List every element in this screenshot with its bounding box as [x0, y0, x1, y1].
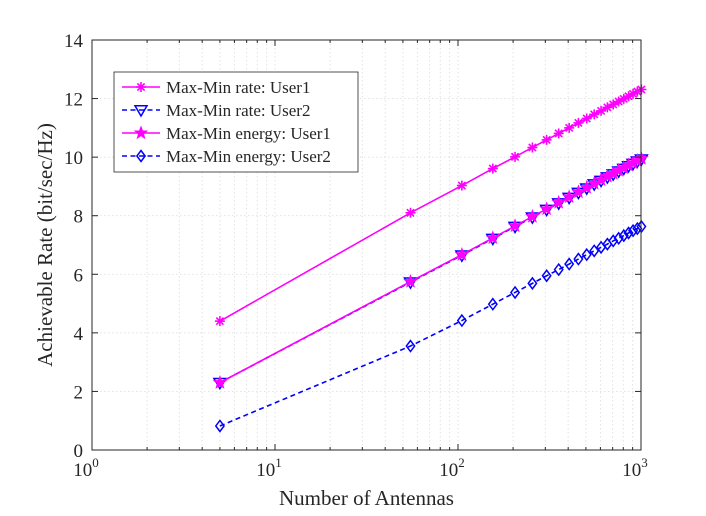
- legend-marker: [135, 149, 147, 163]
- plot-frame: [91, 39, 642, 451]
- x-tick-label: 103: [622, 455, 648, 481]
- legend-marker: [133, 105, 149, 118]
- data-point: [581, 247, 592, 262]
- data-point: [541, 269, 552, 283]
- data-point: [564, 122, 575, 133]
- data-point: [487, 163, 498, 174]
- data-point: [541, 134, 552, 145]
- legend-item: Max-Min energy: User1: [122, 124, 331, 143]
- data-point: [527, 142, 538, 153]
- data-point: [539, 201, 554, 216]
- y-tick-label: 4: [74, 324, 84, 345]
- data-point: [509, 285, 521, 300]
- legend-marker: [133, 125, 149, 140]
- y-tick-label: 12: [64, 90, 83, 111]
- data-point: [571, 184, 586, 199]
- data-point: [214, 419, 225, 433]
- data-point: [573, 252, 584, 266]
- legend-item: Max-Min rate: User2: [122, 101, 310, 120]
- data-point: [618, 228, 629, 243]
- data-point: [589, 244, 600, 258]
- data-point: [405, 207, 416, 218]
- x-tick-label: 100: [73, 455, 99, 481]
- data-point: [456, 180, 467, 191]
- legend-marker: [136, 82, 146, 92]
- data-point: [564, 257, 575, 271]
- data-point: [581, 113, 592, 124]
- legend-label: Max-Min energy: User1: [166, 124, 331, 143]
- data-point: [623, 226, 634, 240]
- series-line: [219, 225, 642, 427]
- series-2: [212, 150, 649, 389]
- data-point: [507, 218, 523, 233]
- data-point: [525, 208, 540, 223]
- data-point: [454, 246, 470, 261]
- data-point: [628, 223, 639, 238]
- data-point: [456, 313, 467, 328]
- series-0: [214, 84, 647, 327]
- data-point: [613, 231, 624, 246]
- ticks: 100 101 102 103 0 2 4 6 8 10 12 14: [64, 31, 648, 481]
- data-point: [214, 316, 225, 327]
- x-axis-label: Number of Antennas: [279, 486, 454, 510]
- y-tick-label: 6: [74, 265, 84, 286]
- data-point: [212, 374, 228, 389]
- legend-label: Max-Min energy: User2: [166, 147, 331, 166]
- data-point: [553, 128, 564, 139]
- data-point: [632, 221, 643, 236]
- legend-label: Max-Min rate: User1: [166, 78, 310, 97]
- data-point: [527, 276, 538, 291]
- legend-label: Max-Min rate: User2: [166, 101, 310, 120]
- legend-item: Max-Min energy: User2: [122, 147, 331, 166]
- series-layer: [212, 84, 649, 433]
- data-point: [485, 230, 501, 245]
- x-tick-label: 101: [256, 455, 282, 481]
- legend: Max-Min rate: User1 Max-Min rate: User2 Ma…: [113, 71, 359, 173]
- data-point: [561, 189, 577, 204]
- data-point: [551, 194, 566, 209]
- y-tick-label: 14: [64, 31, 84, 52]
- data-point: [487, 297, 498, 311]
- y-tick-label: 8: [74, 207, 84, 228]
- legend-box: [113, 71, 359, 173]
- y-tick-label: 10: [64, 148, 83, 169]
- y-axis-label: Achievable Rate (bit/sec/Hz): [33, 123, 57, 367]
- x-tick-label: 102: [439, 455, 465, 481]
- data-point: [405, 339, 416, 353]
- data-point: [553, 262, 564, 277]
- data-point: [403, 273, 418, 288]
- data-point: [510, 151, 521, 162]
- series-3: [214, 219, 647, 433]
- data-point: [573, 117, 584, 128]
- legend-item: Max-Min rate: User1: [122, 78, 310, 97]
- y-tick-label: 0: [74, 441, 84, 462]
- y-tick-label: 2: [74, 382, 84, 403]
